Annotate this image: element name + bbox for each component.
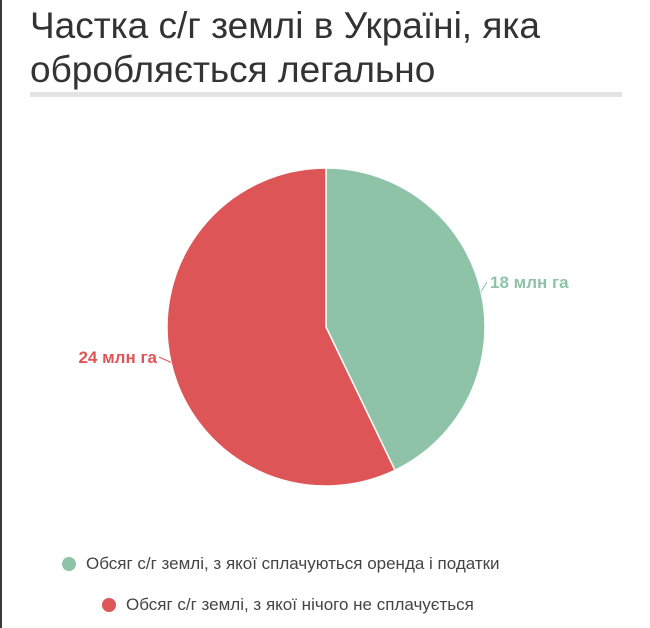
pie-chart: 18 млн га 24 млн га (78, 167, 569, 487)
data-labels: 18 млн га 24 млн га (78, 273, 569, 367)
left-border (0, 0, 2, 628)
leader-line-unpaid (158, 356, 172, 363)
data-label-paid: 18 млн га (490, 273, 569, 292)
legend-swatch-unpaid (102, 598, 116, 612)
leader-line-paid (480, 281, 488, 292)
pie-slices (158, 167, 488, 487)
legend-item-paid: Обсяг с/г землі, з якої сплачуються орен… (62, 554, 500, 574)
title-underline (30, 92, 622, 97)
data-label-unpaid: 24 млн га (78, 348, 157, 367)
legend-label-paid: Обсяг с/г землі, з якої сплачуються орен… (86, 554, 500, 573)
pie-slice-unpaid (166, 167, 396, 487)
legend-swatch-paid (62, 557, 76, 571)
pie-slice-paid (325, 167, 486, 472)
legend-label-unpaid: Обсяг с/г землі, з якої нічого не сплачу… (126, 595, 474, 614)
legend-item-unpaid: Обсяг с/г землі, з якої нічого не сплачу… (102, 595, 474, 615)
chart-title: Частка с/г землі в Україні, яка обробляє… (30, 5, 540, 90)
